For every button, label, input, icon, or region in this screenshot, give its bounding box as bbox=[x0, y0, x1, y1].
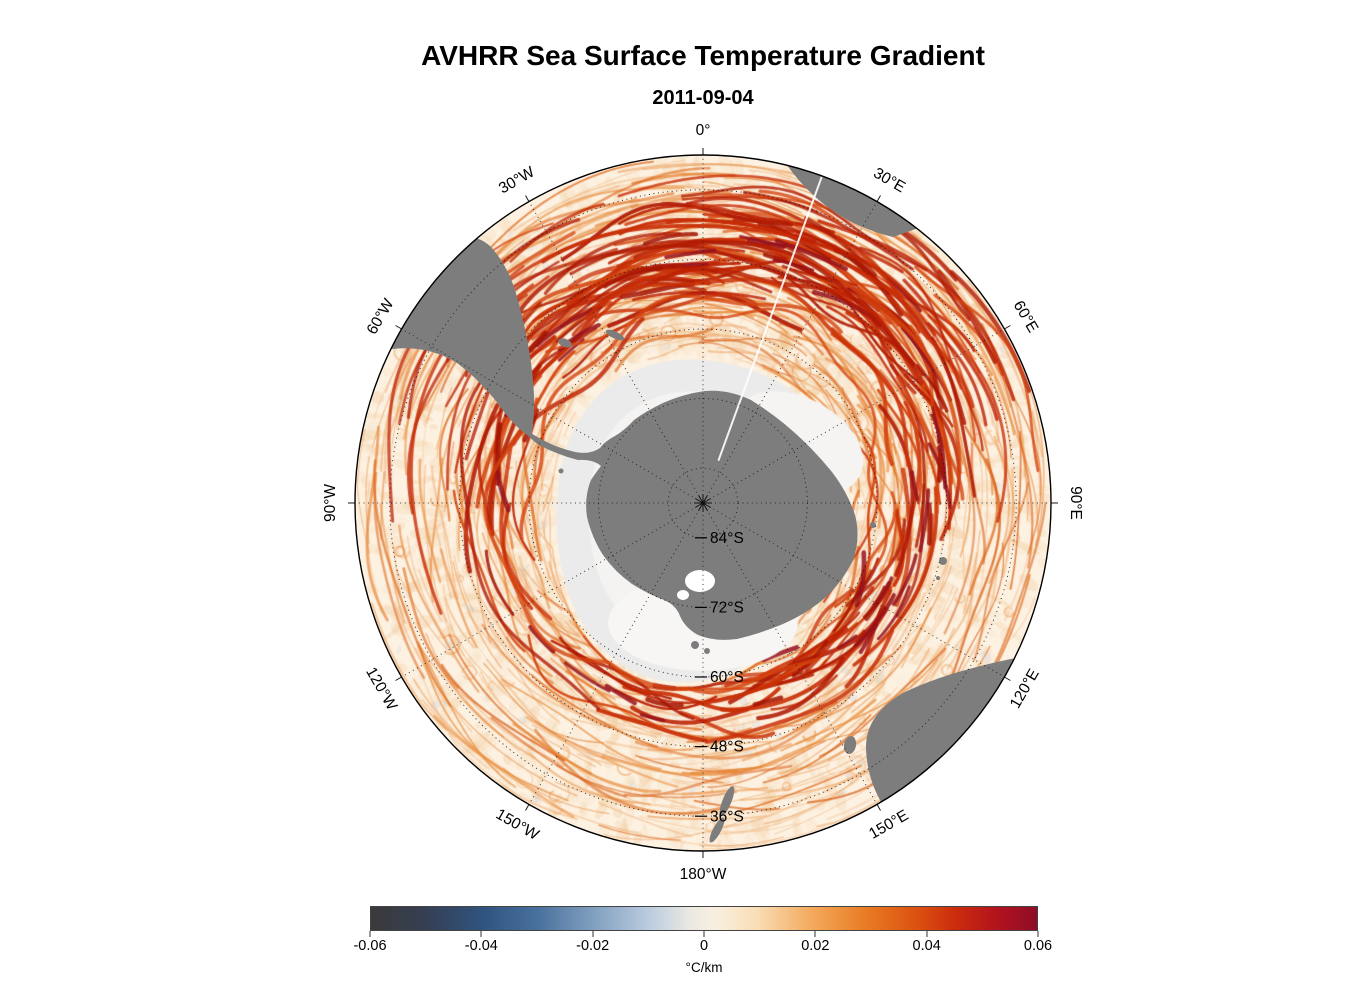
sst-gradient-field-map bbox=[353, 153, 1053, 853]
colorbar-tick-label: -0.06 bbox=[353, 938, 387, 954]
longitude-label: 180°W bbox=[680, 866, 727, 883]
colorbar-tick-label: 0.06 bbox=[1023, 938, 1053, 954]
colorbar-tick-mark bbox=[1037, 931, 1039, 937]
figure-title: AVHRR Sea Surface Temperature Gradient bbox=[421, 40, 985, 71]
colorbar-tick-labels: -0.06 -0.04 -0.02 0 0.02 0.04 0.06 bbox=[353, 938, 1052, 956]
colorbar-tick-mark bbox=[814, 931, 816, 937]
colorbar-tick-label: 0.02 bbox=[801, 938, 830, 954]
colorbar bbox=[370, 906, 1038, 931]
colorbar-tick-mark bbox=[369, 931, 371, 937]
colorbar-tick-mark bbox=[703, 931, 705, 937]
colorbar-tick-label: 0.04 bbox=[912, 938, 941, 954]
longitude-label: 90°W bbox=[322, 484, 339, 522]
colorbar-tick-mark bbox=[926, 931, 928, 937]
longitude-label: 90°E bbox=[1067, 486, 1084, 520]
colorbar-tick-marks bbox=[369, 931, 1039, 937]
colorbar-tick-label: -0.04 bbox=[464, 938, 498, 954]
colorbar-unit-label: °C/km bbox=[685, 960, 723, 975]
figure-date-subtitle: 2011-09-04 bbox=[652, 87, 754, 109]
longitude-label: 0° bbox=[696, 122, 711, 139]
colorbar-tick-mark bbox=[592, 931, 594, 937]
colorbar-tick-label: -0.02 bbox=[576, 938, 610, 954]
colorbar-tick-label: 0 bbox=[699, 938, 709, 954]
colorbar-tick-mark bbox=[480, 931, 482, 937]
